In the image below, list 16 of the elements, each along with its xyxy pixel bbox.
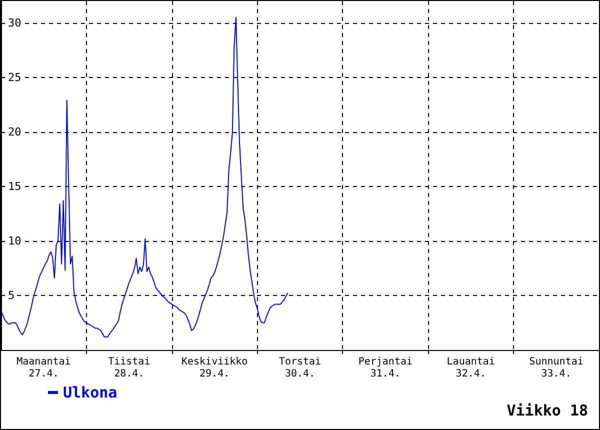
x-tick-label: Torstai 30.4. [278, 356, 322, 380]
y-tick-label: 25 [8, 70, 22, 84]
y-tick-label: 10 [8, 234, 22, 248]
x-tick-label: Perjantai 31.4. [358, 356, 413, 380]
y-tick-label: 15 [8, 180, 22, 193]
text: Viikko 18 [506, 402, 588, 420]
line-series [1, 16, 288, 338]
x-tick-label: Tiistai 28.4. [108, 356, 150, 380]
x-tick-label: Lauantai 32.4. [446, 356, 495, 380]
legend-label: Ulkona [63, 384, 118, 402]
y-tick-label: 30 [8, 16, 22, 30]
y-tick-label: 20 [8, 125, 22, 138]
y-tick-label: 5 [8, 288, 15, 302]
x-tick-label: Maanantai 27.4. [16, 356, 71, 380]
x-tick-label: Sunnuntai 33.4. [529, 356, 584, 380]
x-tick-label: Keskiviikko 29.4. [181, 356, 248, 380]
